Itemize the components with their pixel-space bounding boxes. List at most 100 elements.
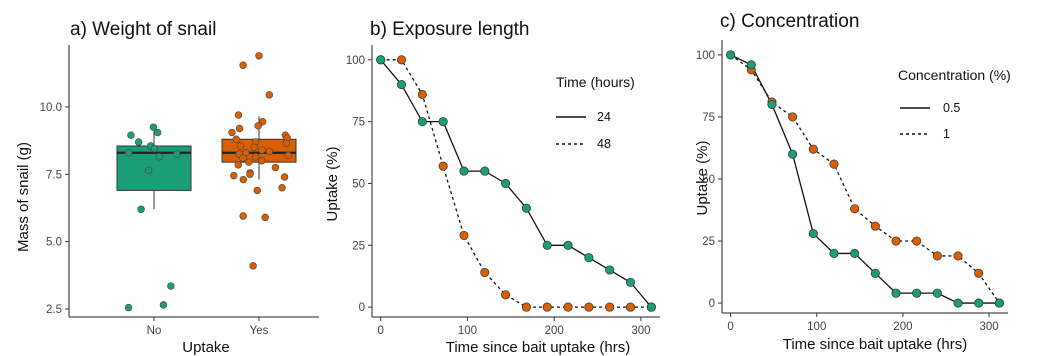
panel-c-legend: Concentration (%) 0.5 1 [898, 67, 1011, 141]
jitter-point [271, 163, 280, 172]
jitter-point [239, 212, 247, 220]
jitter-point [250, 143, 258, 152]
panel-a-y-tick-label: 10.0 [40, 102, 62, 114]
jitter-point [159, 301, 168, 309]
jitter-point [235, 124, 244, 133]
panel-b-series-point [521, 203, 531, 213]
panel-c-series-point [953, 251, 963, 261]
jitter-point [228, 128, 236, 137]
panel-c-series-point [974, 268, 984, 278]
panel-b-x-tick-label: 0 [377, 325, 383, 337]
panel-c-legend-label-1: 0.5 [943, 101, 960, 115]
panel-b-series-point [438, 117, 448, 127]
jitter-point [253, 186, 261, 195]
panel-b-series-point [605, 265, 615, 275]
jitter-point [261, 213, 269, 222]
jitter-point [230, 171, 238, 180]
panel-a-x-axis-title: Uptake [182, 339, 230, 356]
jitter-point [236, 142, 245, 150]
panel-b-legend: Time (hours) 24 48 [556, 74, 635, 151]
jitter-point [239, 154, 247, 162]
panel-b-series-point [417, 89, 427, 100]
panel-b-series-point [501, 178, 511, 189]
panel-b-series-point [417, 117, 427, 127]
panel-c-x-tick-label: 300 [979, 321, 998, 333]
jitter-point [258, 157, 266, 165]
jitter-point [167, 282, 175, 290]
panel-b-series-point [584, 302, 594, 312]
panel-b-legend-title: Time (hours) [556, 74, 635, 90]
panel-c-series-point [746, 60, 756, 70]
panel-b-series-point [605, 302, 615, 312]
panel-c-series-point [974, 298, 984, 308]
panel-b-x-tick-label: 300 [631, 325, 650, 337]
panel-a-ticks: 2.5 5.0 7.5 10.0 No Yes [40, 102, 269, 337]
panel-b-series-point [396, 80, 407, 90]
panel-c-legend-label-2: 1 [943, 127, 950, 141]
jitter-point [125, 149, 133, 157]
panel-a-title: a) Weight of snail [70, 19, 216, 40]
panel-c-series-point [829, 159, 839, 169]
panel-b-series-point [438, 161, 448, 171]
panel-a: a) Weight of snail Mass of snail (g) Upt… [15, 19, 319, 356]
jitter-point [255, 52, 263, 60]
panel-b-series-point [376, 55, 386, 65]
panel-c-series-point [808, 144, 818, 154]
jitter-point [127, 131, 135, 139]
jitter-point [124, 303, 133, 312]
panel-c: c) Concentration Uptake (%) Time since b… [694, 11, 1011, 353]
panel-c-series-point [808, 229, 818, 239]
jitter-point [239, 175, 248, 184]
panel-c-y-axis-title: Uptake (%) [694, 140, 711, 215]
panel-b-series-point [396, 55, 407, 65]
panel-b-y-axis-title: Uptake (%) [324, 146, 341, 221]
jitter-point [134, 138, 143, 146]
panel-b-series-point [542, 302, 552, 312]
panel-a-y-axis-title: Mass of snail (g) [15, 142, 32, 252]
panel-c-y-tick-label: 75 [702, 112, 715, 124]
panel-b-x-tick-label: 100 [458, 325, 477, 337]
panel-c-y-tick-label: 0 [709, 298, 715, 310]
panel-b-points [376, 55, 656, 312]
panel-b-series-point [625, 302, 636, 312]
jitter-point [234, 111, 243, 119]
jitter-point [155, 153, 164, 161]
panel-b-series-point [459, 230, 469, 240]
jitter-point [234, 161, 242, 169]
panel-c-series-point [891, 236, 901, 246]
panel-b-series-point [563, 240, 573, 250]
jitter-point [150, 144, 159, 153]
panel-c-y-tick-label: 100 [696, 50, 715, 62]
jitter-point [173, 150, 181, 158]
panel-b-legend-label-1: 24 [597, 110, 611, 124]
jitter-point [232, 135, 240, 143]
panel-c-series-point [994, 298, 1004, 308]
panel-a-x-tick-label: Yes [250, 325, 269, 337]
panel-c-series-point [870, 268, 880, 278]
panel-b-series-point [459, 166, 469, 176]
jitter-point [246, 170, 254, 178]
panel-a-x-tick-label: No [147, 325, 162, 337]
panel-b-series-point [480, 166, 490, 176]
panel-b-series-point [584, 253, 594, 263]
panel-c-series-point [850, 248, 860, 258]
jitter-point [254, 122, 262, 130]
jitter-point [249, 262, 257, 270]
panel-c-title: c) Concentration [720, 11, 859, 32]
panel-c-series-line-0.5 [730, 54, 1000, 304]
panel-a-points [124, 52, 292, 312]
panel-c-series-point [912, 288, 922, 298]
panel-c-y-tick-label: 50 [702, 174, 715, 186]
panel-c-series-point [829, 248, 839, 258]
panel-b-series-point [646, 302, 656, 312]
jitter-point [144, 166, 153, 174]
panel-c-y-tick-label: 25 [702, 236, 715, 248]
panel-c-series-point [932, 288, 942, 298]
panel-c-x-tick-label: 100 [807, 321, 826, 333]
panel-c-x-tick-label: 0 [727, 321, 733, 333]
jitter-point [252, 153, 260, 161]
jitter-point [149, 123, 158, 131]
panel-b-y-tick-label: 0 [359, 302, 365, 314]
jitter-point [280, 173, 289, 181]
